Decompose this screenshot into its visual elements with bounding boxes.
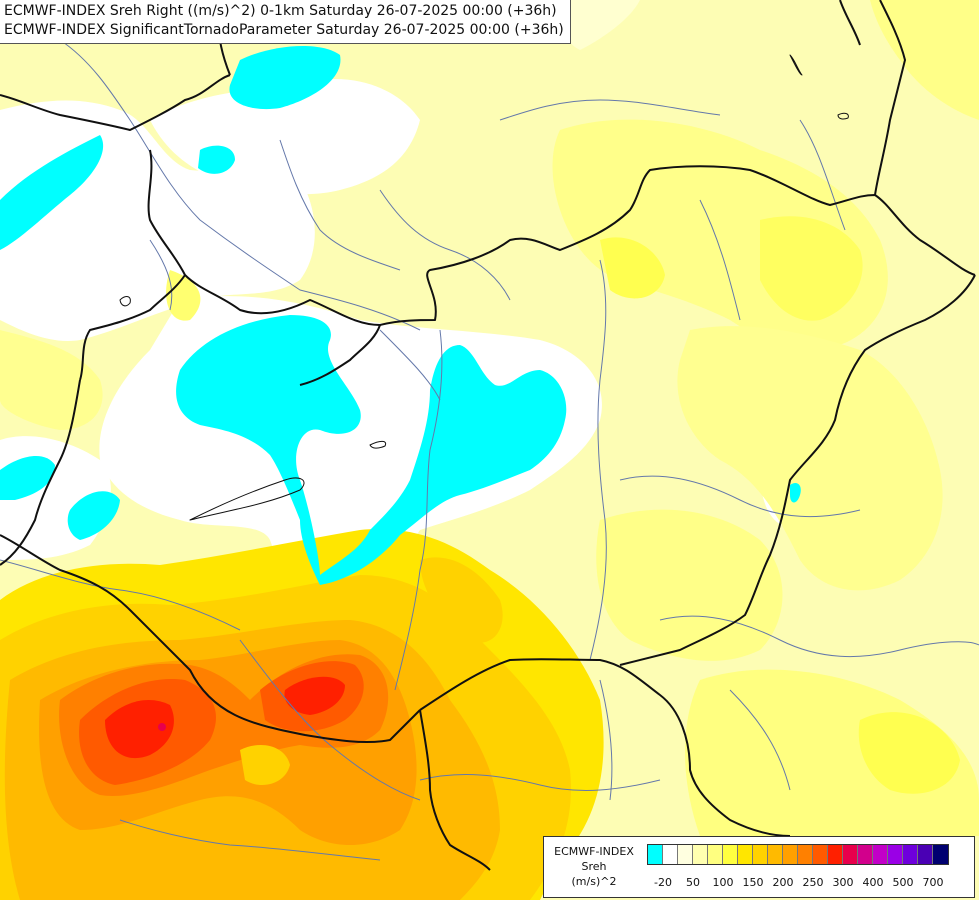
legend-swatch [648,845,663,864]
legend-variable: Sreh [581,860,607,873]
legend-swatch [813,845,828,864]
legend-swatch [663,845,678,864]
river-lines [0,39,979,861]
legend-swatch [933,845,948,864]
legend-tick-label: 150 [742,876,764,889]
legend-tick-label: 250 [802,876,824,889]
map-title-box: ECMWF-INDEX Sreh Right ((m/s)^2) 0-1km S… [0,0,571,44]
legend-swatch [858,845,873,864]
legend-tick-label: 700 [922,876,944,889]
map-title-line-1: ECMWF-INDEX Sreh Right ((m/s)^2) 0-1km S… [4,3,557,19]
legend-swatch [903,845,918,864]
legend-swatch [723,845,738,864]
legend-swatch [783,845,798,864]
legend-swatch [693,845,708,864]
legend-swatch [798,845,813,864]
legend-swatch [753,845,768,864]
legend-tick-label: 50 [686,876,700,889]
color-legend: ECMWF-INDEX Sreh (m/s)^2 -20 50 100 150 200 2… [543,836,975,898]
legend-tick-label: -20 [654,876,672,889]
legend-tick-label: 100 [712,876,734,889]
legend-tick-label: 500 [892,876,914,889]
legend-tick-label: 400 [862,876,884,889]
sreh-hotspot [0,529,604,900]
cyan-negative-areas [0,45,801,585]
legend-swatch [918,845,933,864]
legend-swatch [708,845,723,864]
legend-color-scale [647,844,949,865]
legend-tick-label: 200 [772,876,794,889]
map-title-line-2: ECMWF-INDEX SignificantTornadoParameter … [4,22,564,38]
legend-unit: (m/s)^2 [571,875,617,888]
legend-swatch [888,845,903,864]
legend-swatch [768,845,783,864]
legend-swatch [828,845,843,864]
legend-title: ECMWF-INDEX [554,845,634,858]
legend-swatch [873,845,888,864]
legend-swatch [738,845,753,864]
legend-tick-label: 300 [832,876,854,889]
legend-swatch [678,845,693,864]
legend-swatch [843,845,858,864]
